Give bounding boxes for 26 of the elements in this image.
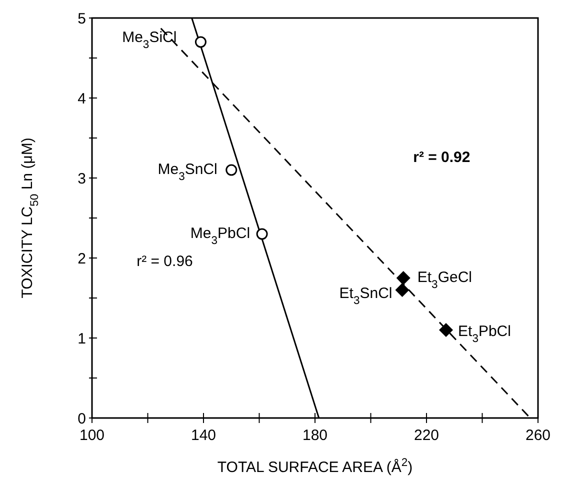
y-tick-label: 4 [78, 90, 86, 108]
annotation: Et$_{3}$SnCl [339, 285, 392, 307]
x-tick-label: 140 [190, 427, 216, 444]
y-tick-label: 5 [78, 10, 86, 28]
x-axis-title: TOTAL SURFACE AREA (Å$^{2}$) [217, 457, 413, 476]
y-tick-label: 0 [78, 410, 86, 428]
annotation: Et$_{3}$PbCl [458, 323, 511, 345]
x-tick-label: 180 [302, 427, 328, 444]
x-tick-label: 220 [414, 427, 440, 444]
annotation: r² = 0.96 [136, 253, 193, 270]
annotation: Me$_{3}$SiCl [122, 29, 177, 51]
point [439, 323, 454, 337]
point [256, 228, 268, 240]
annotation: Et$_{3}$GeCl [417, 269, 472, 291]
y-tick-label: 3 [78, 170, 86, 188]
annotation: Me$_{3}$PbCl [190, 225, 250, 247]
annotation: Me$_{3}$SnCl [158, 161, 218, 183]
x-tick-label: 260 [525, 427, 551, 444]
annotation: r² = 0.92 [413, 149, 470, 166]
point [396, 271, 410, 285]
y-tick-label: 2 [78, 250, 86, 268]
point [395, 283, 410, 297]
point [194, 36, 206, 48]
point [226, 164, 238, 176]
x-tick-label: 100 [79, 427, 105, 444]
y-tick-label: 1 [78, 330, 86, 348]
